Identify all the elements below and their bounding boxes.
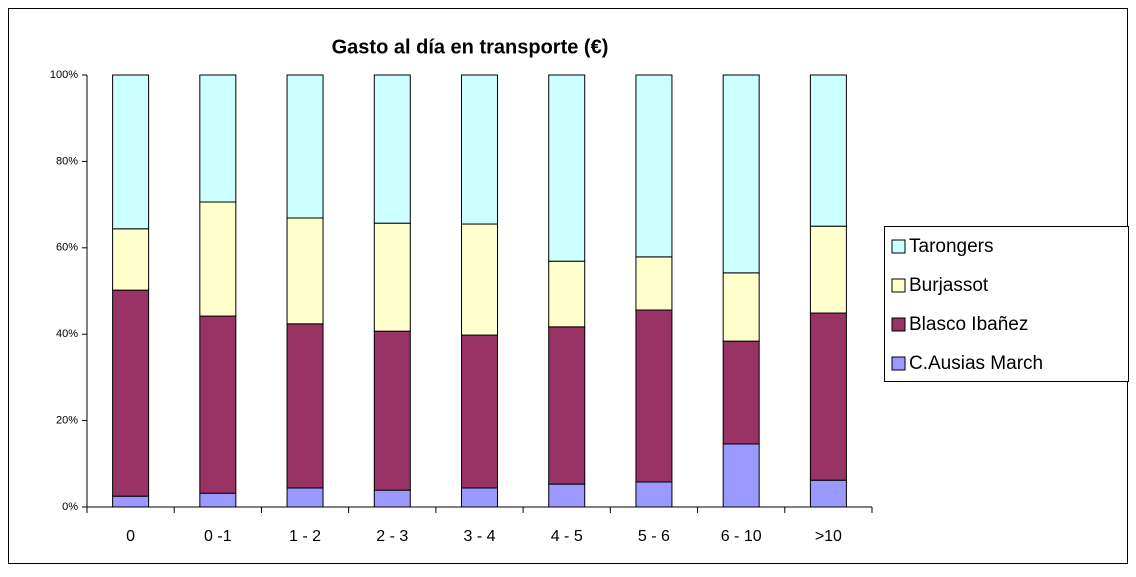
bar-segment (635, 256, 673, 311)
legend-label: C.Ausias March (909, 353, 1043, 374)
bar-segment (722, 443, 760, 508)
x-tick-label: 5 - 6 (638, 528, 670, 545)
legend-swatch (891, 356, 906, 371)
legend-label: Burjassot (909, 275, 989, 296)
bar-segment (461, 74, 498, 225)
y-tick-label: 80% (56, 155, 78, 167)
bar-segment (286, 323, 324, 489)
legend-label: Blasco Ibañez (909, 314, 1028, 335)
bar-segment (809, 74, 847, 227)
bar-segment (373, 489, 411, 508)
bar-segment (722, 74, 760, 274)
bar-segment (373, 330, 411, 491)
bar-segment (722, 340, 760, 445)
bar-segment (809, 312, 847, 481)
legend-box (884, 226, 1129, 382)
bar-segment (199, 492, 237, 508)
bar-segment (548, 483, 586, 508)
bar-segment (199, 315, 237, 494)
x-tick-label: 0 (126, 528, 135, 545)
bar-segment (461, 334, 498, 489)
y-tick-label: 100% (50, 69, 78, 81)
y-tick-label: 20% (56, 415, 78, 427)
bar-segment (199, 74, 237, 203)
x-tick-label: >10 (815, 528, 842, 545)
bar-segment (548, 74, 586, 262)
bar-segment (112, 228, 150, 291)
bar-segment (199, 201, 237, 317)
legend-swatch (891, 317, 906, 332)
x-tick-label: 2 - 3 (376, 528, 408, 545)
bar-segment (635, 481, 673, 508)
bar-segment (286, 487, 324, 508)
bar-segment (112, 74, 150, 230)
bar-segment (112, 495, 150, 508)
bar-segment (635, 74, 673, 258)
legend-swatch (891, 239, 906, 254)
x-tick-label: 0 -1 (204, 528, 232, 545)
bar-segment (373, 222, 411, 332)
bar-segment (461, 223, 498, 336)
bar-segment (635, 309, 673, 483)
bar-segment (461, 487, 498, 508)
y-tick-label: 0% (62, 501, 78, 513)
x-tick-label: 3 - 4 (463, 528, 495, 545)
legend-swatch (891, 278, 906, 293)
bar-segment (722, 272, 760, 342)
bar-segment (809, 479, 847, 508)
bar-segment (286, 74, 324, 219)
y-tick-label: 40% (56, 328, 78, 340)
bar-segment (548, 260, 586, 328)
legend-label: Tarongers (909, 236, 994, 257)
bar-segment (548, 326, 586, 485)
bar-segment (286, 217, 324, 325)
bar-segment (809, 225, 847, 314)
x-tick-label: 1 - 2 (289, 528, 321, 545)
bar-segment (373, 74, 411, 224)
y-tick-label: 60% (56, 242, 78, 254)
x-tick-label: 4 - 5 (551, 528, 583, 545)
chart-title: Gasto al día en transporte (€) (332, 36, 609, 58)
x-tick-label: 6 - 10 (721, 528, 762, 545)
bar-segment (112, 289, 150, 497)
